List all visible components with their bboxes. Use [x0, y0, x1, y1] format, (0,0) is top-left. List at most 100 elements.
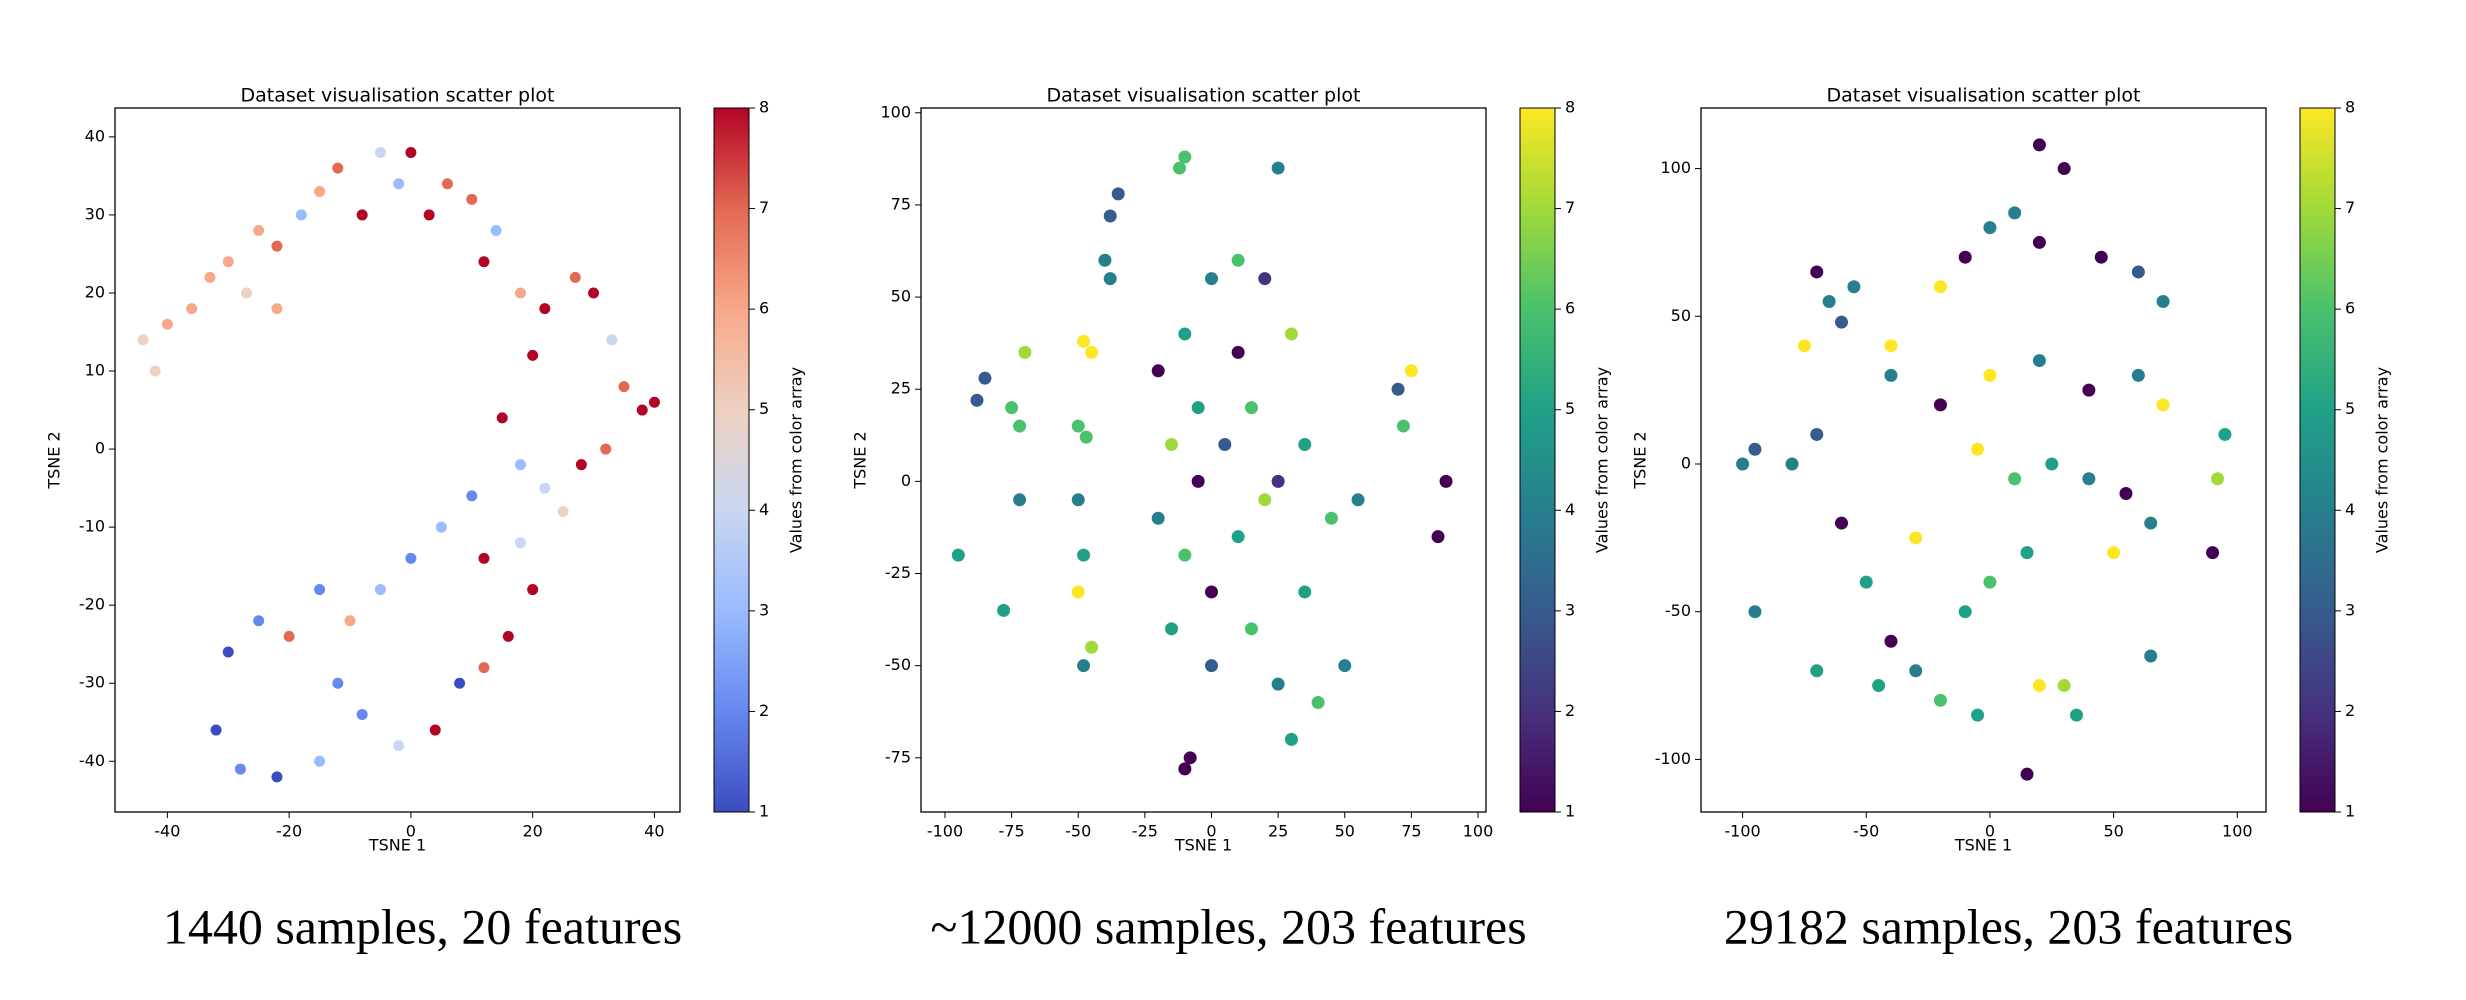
point [490, 225, 502, 237]
point [1835, 516, 1849, 530]
point [2070, 708, 2084, 722]
point [314, 584, 326, 596]
point [2131, 368, 2145, 382]
point [1271, 677, 1285, 691]
colorbar-label: Values from color array [787, 367, 806, 553]
point [1071, 493, 1085, 507]
point [253, 615, 265, 627]
point [514, 287, 526, 299]
point [1748, 605, 1762, 619]
point [356, 209, 368, 221]
point [1079, 430, 1093, 444]
colorbar [713, 107, 750, 813]
colorbar-tick-label: 6 [759, 299, 769, 318]
point [149, 365, 161, 377]
point [1271, 474, 1285, 488]
x-tick-label: 0 [406, 822, 416, 841]
point [186, 303, 198, 315]
point [2032, 354, 2046, 368]
colorbar-label: Values from color array [1593, 367, 1612, 553]
point [618, 381, 630, 393]
point [1151, 511, 1165, 525]
point [496, 412, 508, 424]
x-tick-label: -40 [154, 822, 180, 841]
point [1271, 161, 1285, 175]
point [466, 193, 478, 205]
colorbar-tick-label: 2 [1565, 701, 1575, 720]
point [1085, 640, 1099, 654]
point [1077, 334, 1091, 348]
x-tick-label: -50 [1065, 822, 1091, 841]
point [1258, 272, 1272, 286]
y-tick-label: 30 [85, 204, 105, 223]
point [575, 459, 587, 471]
point [1173, 161, 1187, 175]
y-tick-label: -10 [79, 517, 105, 536]
point [466, 490, 478, 502]
colorbar-tick-label: 7 [1565, 198, 1575, 217]
x-tick-label: 0 [1985, 822, 1995, 841]
point [2119, 487, 2133, 501]
point [502, 630, 514, 642]
point [1736, 457, 1750, 471]
point [271, 771, 283, 783]
point [1311, 696, 1325, 710]
point [314, 755, 326, 767]
point [478, 552, 490, 564]
point [1218, 438, 1232, 452]
point [997, 603, 1011, 617]
point [454, 677, 466, 689]
point [1324, 511, 1338, 525]
point [1785, 457, 1799, 471]
y-tick-label: 100 [1660, 158, 1691, 177]
y-tick-label: 40 [85, 126, 105, 145]
x-tick-label: 50 [1335, 822, 1355, 841]
point [374, 584, 386, 596]
point [1284, 732, 1298, 746]
colorbar-tick-label: 5 [2345, 399, 2355, 418]
point [1933, 693, 1947, 707]
point [204, 271, 216, 283]
point [393, 178, 405, 190]
point [1983, 221, 1997, 235]
point [1103, 209, 1117, 223]
point [527, 349, 539, 361]
point [2008, 206, 2022, 220]
colorbar-tick-label: 8 [759, 98, 769, 117]
point [1396, 419, 1410, 433]
x-tick-label: 100 [1463, 822, 1494, 841]
colorbar-tick-label: 5 [1565, 399, 1575, 418]
x-tick-label: -100 [1724, 822, 1760, 841]
point [2211, 472, 2225, 486]
colorbar-tick-label: 8 [1565, 98, 1575, 117]
point [1151, 364, 1165, 378]
x-tick-label: -100 [927, 822, 963, 841]
point [527, 584, 539, 596]
colorbar-tick-label: 6 [2345, 299, 2355, 318]
point [222, 646, 234, 658]
point [588, 287, 600, 299]
y-tick-label: 20 [85, 282, 105, 301]
x-tick-label: 40 [644, 822, 664, 841]
colorbar-tick-label: 1 [1565, 802, 1575, 821]
x-tick-label: 75 [1401, 822, 1421, 841]
point [429, 724, 441, 736]
point [2032, 679, 2046, 693]
colorbar-tick-label: 4 [1565, 500, 1575, 519]
colorbar-tick-label: 3 [759, 600, 769, 619]
point [1204, 585, 1218, 599]
point [1077, 659, 1091, 673]
x-tick-label: 25 [1268, 822, 1288, 841]
point [1071, 419, 1085, 433]
point [1204, 659, 1218, 673]
point [1439, 474, 1453, 488]
caption: 1440 samples, 20 features [163, 898, 682, 954]
point [2144, 649, 2158, 663]
y-axis-label: TSNE 2 [1631, 431, 1650, 489]
colorbar-tick-label: 7 [2345, 198, 2355, 217]
point [1178, 327, 1192, 341]
point [1983, 575, 1997, 589]
point [253, 225, 265, 237]
y-tick-label: -50 [885, 655, 911, 674]
